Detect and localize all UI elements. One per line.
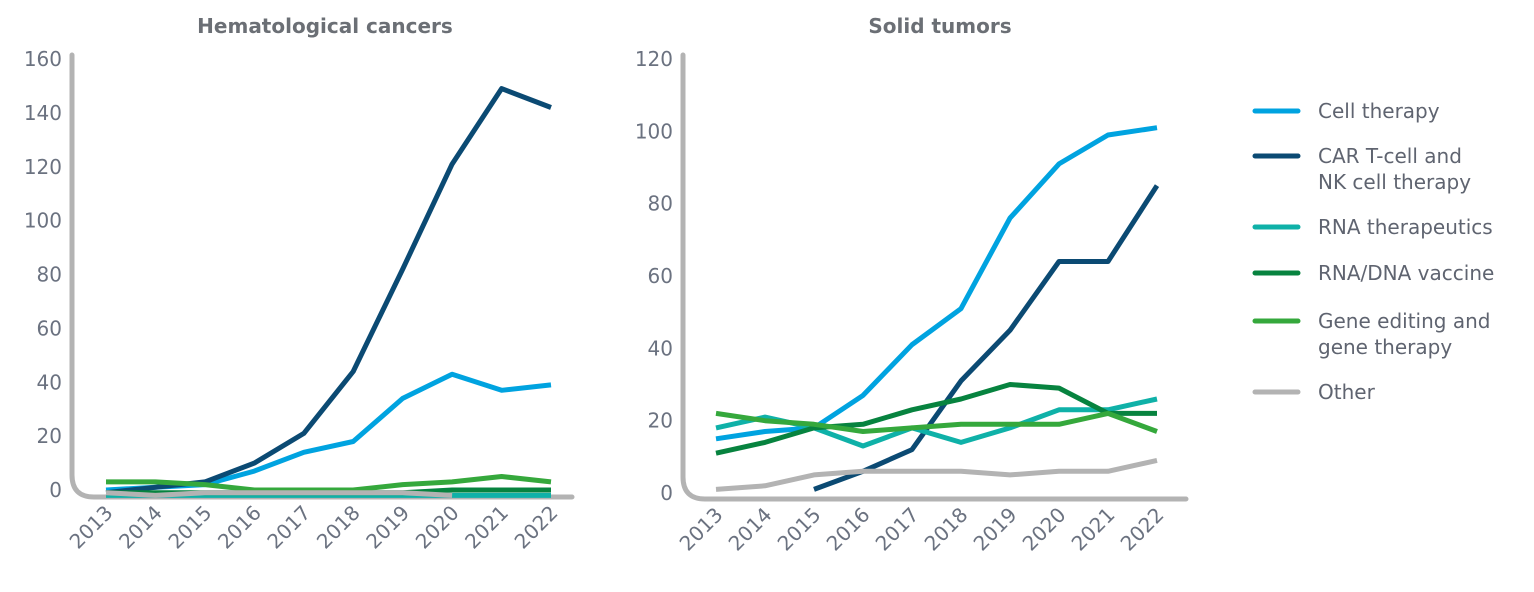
x-tick-label: 2014 <box>114 501 167 554</box>
x-tick-label: 2015 <box>773 503 826 556</box>
series-line-gene-editing-and-gene-therapy <box>106 474 552 493</box>
x-tick-label: 2015 <box>163 501 216 554</box>
legend-label: NK cell therapy <box>1318 170 1471 194</box>
legend-item: Other <box>1252 380 1376 404</box>
legend-label: CAR T-cell and <box>1318 144 1462 168</box>
chart-title: Solid tumors <box>868 14 1011 38</box>
y-tick-label: 40 <box>37 370 62 394</box>
y-tick-label: 100 <box>635 119 673 143</box>
legend-item: RNA therapeutics <box>1252 215 1493 239</box>
legend-label: RNA therapeutics <box>1318 215 1493 239</box>
y-tick-label: 140 <box>24 101 62 125</box>
y-tick-label: 100 <box>24 209 62 233</box>
y-tick-label: 160 <box>24 47 62 71</box>
x-tick-label: 2018 <box>920 503 973 556</box>
series-line-other <box>105 490 453 498</box>
y-tick-label: 120 <box>24 155 62 179</box>
y-tick-label: 20 <box>648 409 673 433</box>
legend-label: Gene editing and <box>1318 309 1490 333</box>
series-line-gene-editing-and-gene-therapy <box>715 410 1158 434</box>
legend-label: Cell therapy <box>1318 99 1440 123</box>
axis-line <box>680 52 1189 502</box>
y-tick-label: 0 <box>49 478 62 502</box>
legend-label: gene therapy <box>1318 335 1452 359</box>
y-tick-label: 80 <box>648 192 673 216</box>
y-tick-label: 40 <box>648 336 673 360</box>
legend-label: Other <box>1318 380 1376 404</box>
x-tick-label: 2014 <box>724 503 777 556</box>
solid-tumors-panel: Solid tumors 0 20 40 60 80 100 120 201320142015… <box>635 14 1189 556</box>
x-tick-label: 2021 <box>1067 503 1120 556</box>
x-tick-label: 2020 <box>411 501 464 554</box>
series-line-cell-therapy <box>715 125 1158 442</box>
x-tick-label: 2013 <box>675 503 728 556</box>
y-tick-label: 20 <box>37 424 62 448</box>
y-tick-label: 80 <box>37 263 62 287</box>
y-tick-label: 60 <box>648 264 673 288</box>
y-tick-label: 120 <box>635 47 673 71</box>
series-line-car-t-cell-and-nk-cell-therapy <box>105 86 552 496</box>
x-tick-label: 2019 <box>361 501 414 554</box>
legend-label: RNA/DNA vaccine <box>1318 261 1494 285</box>
x-tick-label: 2022 <box>1116 503 1169 556</box>
x-tick-label: 2016 <box>213 501 266 554</box>
x-tick-label: 2017 <box>262 501 315 554</box>
series-line-cell-therapy <box>105 371 552 493</box>
x-tick-label: 2017 <box>871 503 924 556</box>
y-tick-label: 60 <box>37 316 62 340</box>
legend-item: Cell therapy <box>1252 99 1440 123</box>
series-line-car-t-cell-and-nk-cell-therapy <box>813 184 1160 492</box>
series-line-other <box>715 457 1158 492</box>
x-tick-label: 2013 <box>65 501 118 554</box>
x-tick-label: 2021 <box>460 501 513 554</box>
x-tick-label: 2016 <box>822 503 875 556</box>
x-tick-label: 2020 <box>1018 503 1071 556</box>
hematological-cancers-panel: Hematological cancers 0 20 40 60 80 100 120 140… <box>24 14 575 554</box>
legend-item: RNA/DNA vaccine <box>1252 261 1494 285</box>
x-tick-label: 2022 <box>510 501 563 554</box>
y-tick-label: 0 <box>660 481 673 505</box>
x-tick-label: 2018 <box>312 501 365 554</box>
chart-title: Hematological cancers <box>197 14 453 38</box>
axis-line <box>69 52 575 500</box>
x-tick-label: 2019 <box>969 503 1022 556</box>
series-line-rna-dna-vaccine <box>715 382 1157 456</box>
